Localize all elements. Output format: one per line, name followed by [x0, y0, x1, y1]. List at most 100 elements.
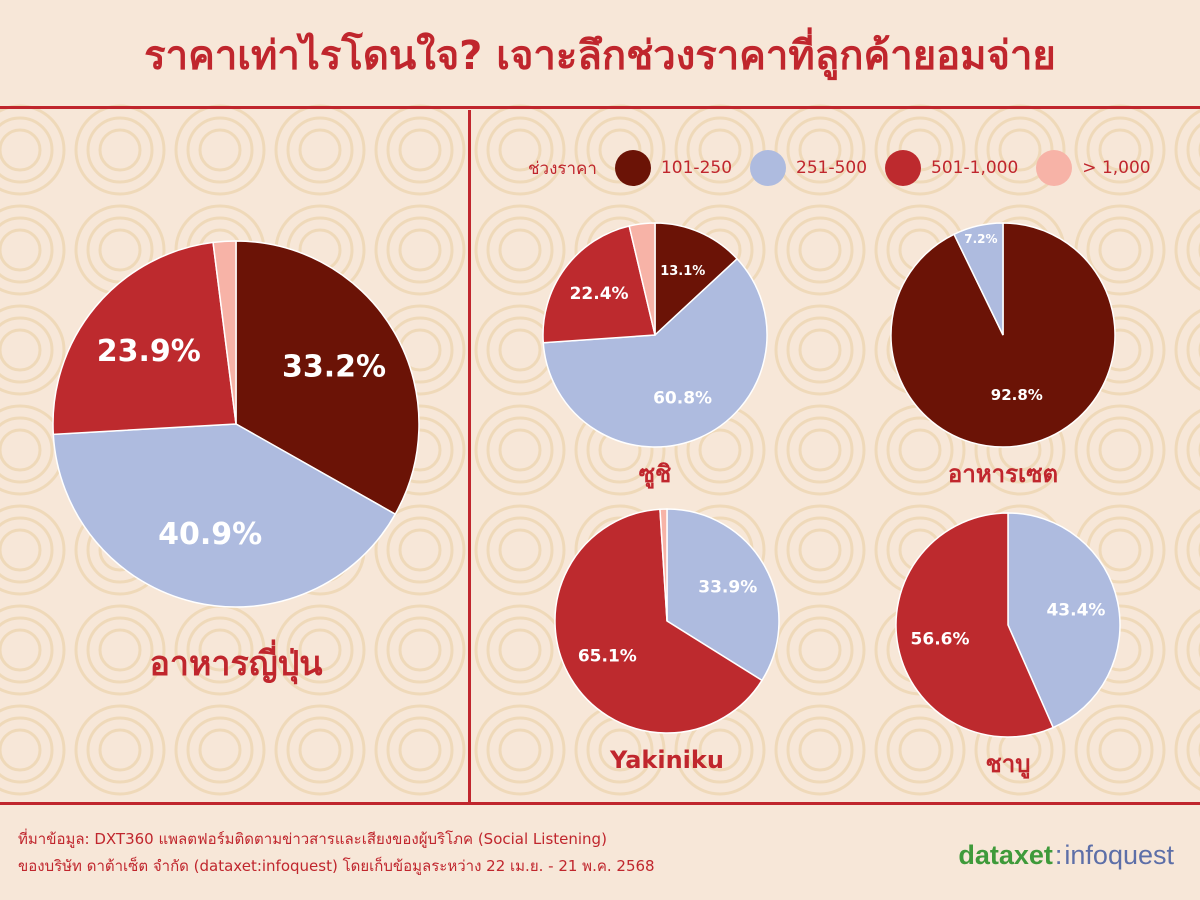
pie-chart-sushi: 13.1% 60.8% 22.4% ซูชิ [542, 222, 768, 489]
pie-slice [628, 222, 656, 336]
pattern-ring [698, 128, 742, 172]
pattern-ring [98, 628, 142, 672]
pattern-ring [1186, 123, 1200, 177]
legend-label: 501-1,000 [931, 158, 1019, 178]
pie-chart-shabu: 43.4% 56.6% ชาบู [895, 512, 1121, 779]
pattern-ring [1174, 509, 1200, 591]
legend-label: 251-500 [796, 158, 868, 178]
pattern-ring [1098, 228, 1142, 272]
pattern-ring [386, 116, 454, 184]
pattern-ring [0, 328, 42, 372]
legend-item-101-250: 101-250 [614, 150, 732, 186]
pattern-ring [598, 728, 642, 772]
pattern-ring [286, 616, 354, 684]
pattern-ring [1098, 428, 1142, 472]
pie-slice [654, 222, 739, 337]
pie-chart-set-meal: 92.8% 7.2% อาหารเซต [890, 222, 1116, 488]
pattern-ring [398, 728, 442, 772]
data-label: 7.2% [964, 232, 997, 246]
pattern-ring [298, 128, 342, 172]
data-label: 56.6% [911, 629, 970, 649]
pie-slice [953, 222, 1004, 336]
pattern-ring [486, 716, 554, 784]
pattern-ring [398, 228, 442, 272]
pattern-ring [374, 504, 466, 596]
pattern-ring [0, 728, 42, 772]
pattern-ring [86, 716, 154, 784]
pie-slice [542, 225, 656, 344]
pattern-ring [386, 616, 454, 684]
pattern-ring [874, 704, 966, 796]
pattern-ring [774, 204, 866, 296]
source-note: ที่มาข้อมูล: DXT360 แพลตฟอร์มติดตามข่าวส… [18, 826, 655, 880]
pattern-ring [0, 116, 54, 184]
pattern-ring [386, 216, 454, 284]
pie-slice [895, 512, 1055, 738]
data-label: 65.1% [578, 647, 637, 667]
pattern-ring [474, 504, 566, 596]
column-divider [468, 110, 471, 804]
pattern-ring [898, 428, 942, 472]
pattern-ring [386, 516, 454, 584]
logo-infoquest: infoquest [1064, 840, 1174, 870]
pattern-ring [0, 616, 54, 684]
pattern-ring [374, 604, 466, 696]
pie-slice [235, 240, 420, 516]
pattern-ring [98, 228, 142, 272]
title-divider [0, 106, 1200, 109]
data-label: 33.2% [282, 349, 386, 384]
pattern-ring [686, 116, 754, 184]
pattern-ring [0, 428, 42, 472]
pattern-ring [1174, 709, 1200, 791]
pattern-ring [1098, 728, 1142, 772]
data-label: 60.8% [653, 389, 712, 409]
pie-slice [554, 508, 763, 734]
pattern-ring [274, 704, 366, 796]
legend-swatch [885, 150, 922, 186]
pattern-ring [374, 704, 466, 796]
pattern-ring [1086, 116, 1154, 184]
pattern-ring [774, 304, 866, 396]
pattern-ring [1186, 223, 1200, 277]
pie-slice [1007, 512, 1121, 729]
data-label: 33.9% [698, 577, 757, 597]
data-label: 23.9% [97, 334, 201, 369]
pattern-ring [0, 528, 42, 572]
pattern-ring [998, 128, 1042, 172]
pattern-ring [486, 416, 554, 484]
pattern-ring [486, 116, 554, 184]
pattern-ring [1098, 528, 1142, 572]
pattern-ring [786, 316, 854, 384]
legend-swatch [1036, 150, 1073, 186]
pattern-ring [386, 716, 454, 784]
pattern-ring [798, 528, 842, 572]
pattern-ring [274, 604, 366, 696]
brand-logo: dataxet:infoquest [958, 840, 1174, 871]
legend-item-251-500: 251-500 [750, 150, 867, 186]
pattern-ring [0, 716, 54, 784]
pattern-ring [1174, 409, 1200, 491]
pattern-ring [0, 128, 42, 172]
pie-slice [212, 240, 237, 425]
logo-dataxet: dataxet [958, 840, 1053, 870]
pattern-ring [1186, 523, 1200, 577]
pattern-ring [1186, 623, 1200, 677]
pattern-ring [0, 628, 42, 672]
pattern-ring [398, 528, 442, 572]
pattern-ring [1186, 423, 1200, 477]
pie-chart-yakiniku: 33.9% 65.1% Yakiniku [554, 508, 780, 774]
legend-item-over-1000: > 1,000 [1036, 150, 1151, 186]
pattern-ring [0, 704, 66, 796]
pattern-ring [786, 516, 854, 584]
pattern-ring [586, 116, 654, 184]
legend-swatch [750, 150, 787, 186]
pattern-ring [1074, 704, 1166, 796]
pattern-ring [474, 404, 566, 496]
pattern-ring [886, 116, 954, 184]
pattern-ring [0, 504, 66, 596]
pattern-ring [86, 616, 154, 684]
pattern-ring [286, 716, 354, 784]
pattern-ring [1174, 609, 1200, 691]
pattern-ring [498, 628, 542, 672]
legend-label: > 1,000 [1082, 158, 1151, 178]
